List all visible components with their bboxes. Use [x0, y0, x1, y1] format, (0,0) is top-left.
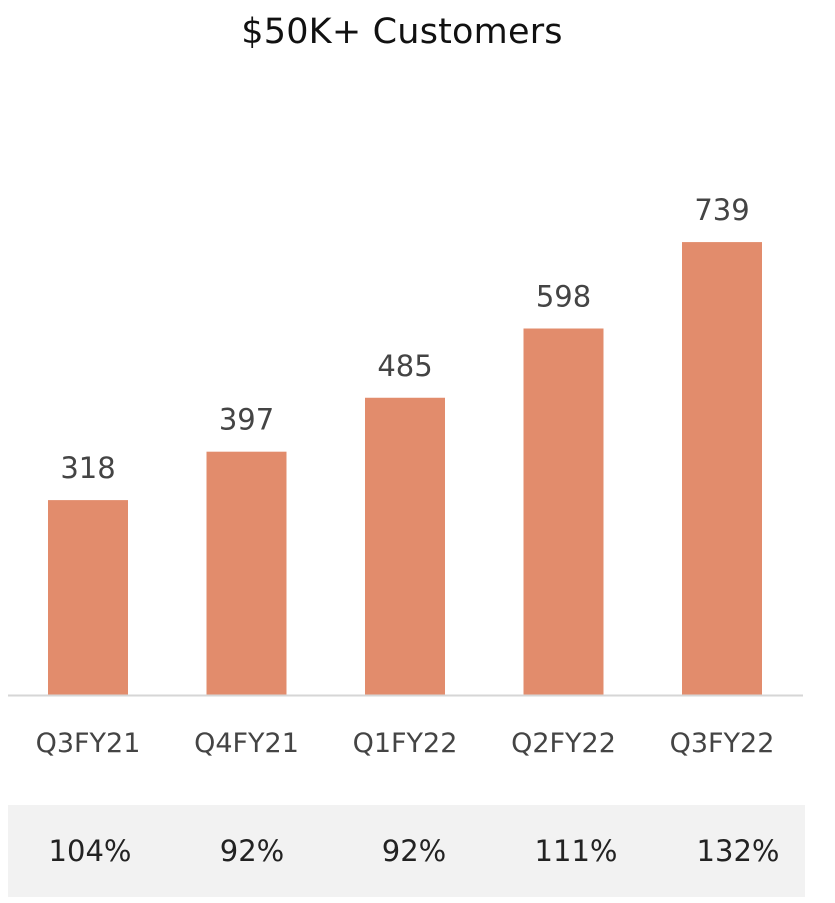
bar-q4fy21 [206, 451, 287, 695]
value-label-q2fy22: 598 [536, 280, 591, 314]
bar-chart: 318 397 485 598 739 Q3FY21 Q4FY21 Q1FY22 Q2FY22… [8, 193, 803, 759]
tick-label-q2fy22: Q2FY22 [511, 728, 616, 759]
growth-rate-q2fy22: 111% [534, 834, 618, 868]
value-label-q3fy21: 318 [60, 451, 115, 485]
growth-rate-q3fy22: 132% [696, 834, 780, 868]
bar-q3fy22 [682, 242, 762, 695]
bar-q3fy21 [48, 500, 128, 695]
chart-title: $50K+ Customers [241, 12, 563, 52]
tick-label-q3fy21: Q3FY21 [36, 728, 141, 759]
bar-q2fy22 [523, 328, 604, 695]
value-labels-group: 318 397 485 598 739 [60, 193, 749, 485]
bar-q1fy22 [365, 397, 445, 695]
value-label-q4fy21: 397 [219, 403, 274, 437]
tick-label-q1fy22: Q1FY22 [353, 728, 458, 759]
growth-rate-row: 104% 92% 92% 111% 132% [8, 805, 805, 897]
bars-group [48, 242, 762, 695]
growth-rate-q1fy22: 92% [381, 834, 447, 868]
value-label-q3fy22: 739 [694, 193, 749, 227]
value-label-q1fy22: 485 [377, 349, 432, 383]
growth-rate-q4fy21: 92% [219, 834, 285, 868]
tick-labels-group: Q3FY21 Q4FY21 Q1FY22 Q2FY22 Q3FY22 [36, 728, 775, 759]
tick-label-q3fy22: Q3FY22 [670, 728, 775, 759]
tick-label-q4fy21: Q4FY21 [194, 728, 299, 759]
growth-rate-q3fy21: 104% [48, 834, 132, 868]
